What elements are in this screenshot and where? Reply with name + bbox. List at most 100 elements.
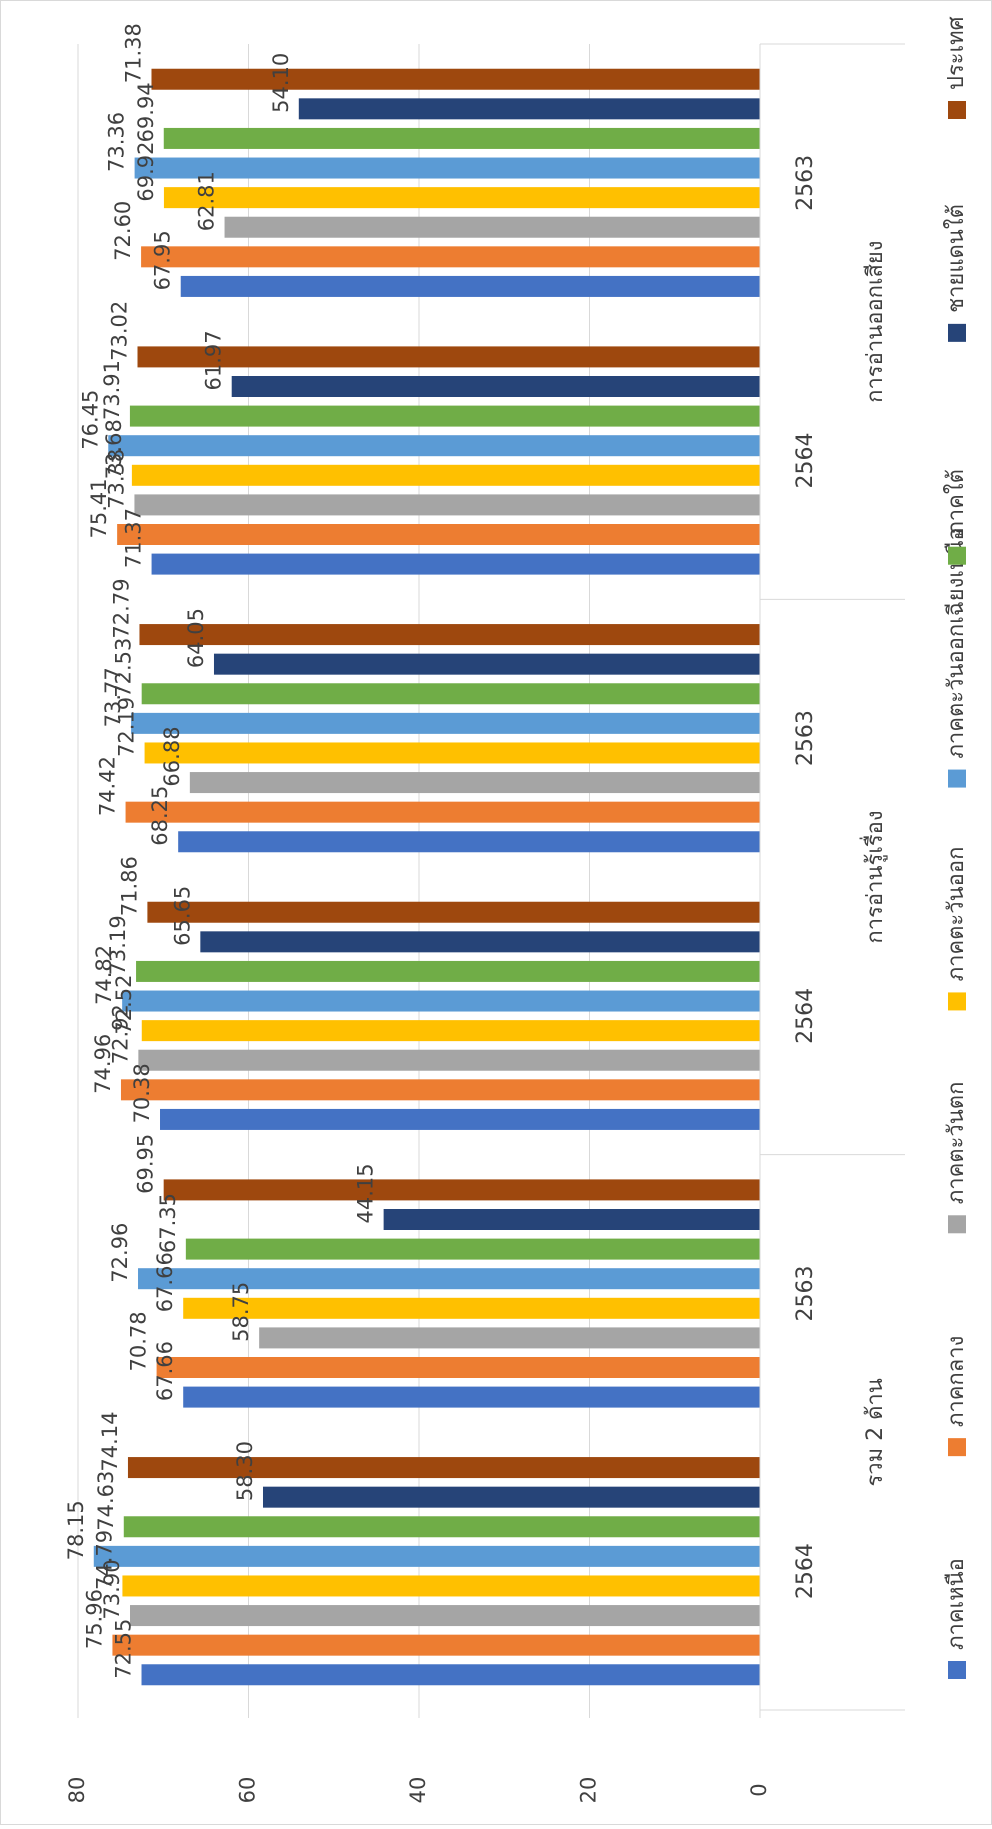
bar bbox=[231, 376, 760, 397]
legend-swatch bbox=[948, 323, 966, 342]
data-label: 74.79 bbox=[92, 1530, 116, 1590]
bar bbox=[180, 275, 760, 297]
category-year-label: 2563 bbox=[793, 710, 818, 766]
data-label: 69.94 bbox=[134, 82, 158, 142]
y-tick-label: 0 bbox=[747, 1783, 771, 1796]
legend-swatch bbox=[948, 992, 966, 1011]
bar bbox=[213, 653, 760, 675]
data-label: 70.78 bbox=[127, 1311, 151, 1371]
legend-label: ชายแดนใต้ bbox=[943, 204, 969, 313]
bar bbox=[131, 464, 761, 486]
bar bbox=[144, 742, 760, 764]
category-year-label: 2564 bbox=[793, 1543, 818, 1599]
bar bbox=[183, 1386, 761, 1408]
data-label: 72.53 bbox=[112, 638, 136, 698]
y-tick-label: 40 bbox=[406, 1777, 430, 1804]
data-label: 72.96 bbox=[108, 1223, 132, 1283]
data-label: 67.66 bbox=[153, 1252, 177, 1312]
bars bbox=[93, 68, 761, 1686]
legend-label: ภาคใต้ bbox=[943, 469, 969, 536]
legend-swatch bbox=[948, 769, 966, 788]
legend-swatch bbox=[948, 101, 966, 119]
data-label: 72.19 bbox=[115, 697, 139, 757]
bar bbox=[163, 1179, 760, 1201]
data-label: 69.95 bbox=[134, 1134, 158, 1194]
data-label: 70.38 bbox=[130, 1063, 154, 1123]
data-label: 44.15 bbox=[354, 1163, 378, 1223]
category-year-label: 2564 bbox=[793, 988, 818, 1044]
category-year-label: 2563 bbox=[793, 1266, 818, 1322]
legend-label: ภาคกลาง bbox=[944, 1336, 969, 1427]
bar bbox=[383, 1209, 760, 1230]
data-label: 73.90 bbox=[100, 1559, 124, 1619]
legend: ภาคเหนือ ภาคกลาง ภาคตะวันตก ภาคตะวันออก ภาคต… bbox=[943, 16, 969, 1679]
category-year-label: 2563 bbox=[793, 155, 818, 211]
bar bbox=[137, 346, 760, 368]
data-label: 73.02 bbox=[108, 301, 132, 361]
bar bbox=[117, 524, 760, 545]
bar bbox=[160, 1108, 760, 1130]
legend-label: ภาคเหนือ bbox=[944, 1558, 969, 1650]
bar bbox=[224, 216, 761, 238]
bar bbox=[200, 931, 761, 953]
bar bbox=[122, 990, 761, 1012]
data-label: 67.66 bbox=[153, 1341, 177, 1401]
data-label: 58.75 bbox=[229, 1282, 253, 1342]
data-label: 72.92 bbox=[108, 1004, 132, 1064]
legend-label: ภาคตะวันตก bbox=[944, 1082, 969, 1205]
bar bbox=[147, 901, 760, 923]
bar bbox=[120, 1079, 760, 1101]
bar bbox=[139, 624, 760, 646]
bar bbox=[259, 1327, 760, 1349]
data-label: 72.79 bbox=[109, 578, 133, 638]
bar bbox=[156, 1357, 761, 1378]
data-label: 68.25 bbox=[148, 786, 172, 846]
data-label: 61.97 bbox=[202, 330, 226, 390]
bar bbox=[134, 494, 761, 516]
data-label: 74.63 bbox=[94, 1471, 118, 1531]
bar bbox=[123, 1516, 761, 1538]
bar bbox=[141, 1020, 761, 1042]
bar bbox=[151, 553, 761, 575]
category-group-label: การอ่านออกเสียง bbox=[863, 240, 888, 402]
bar bbox=[138, 1049, 760, 1071]
data-label: 54.10 bbox=[269, 53, 293, 113]
bar bbox=[93, 1545, 761, 1567]
bar bbox=[136, 960, 761, 982]
category-axis: 2563 2564 2563 2564 2563 2564 การอ่านออกเสียงก… bbox=[759, 43, 905, 1718]
bar bbox=[141, 683, 760, 705]
data-label: 67.95 bbox=[151, 230, 175, 290]
bar bbox=[127, 1457, 761, 1479]
data-label: 72.55 bbox=[112, 1619, 136, 1679]
data-label: 65.65 bbox=[170, 886, 194, 946]
data-label: 74.42 bbox=[96, 756, 120, 816]
legend-swatch bbox=[948, 546, 966, 565]
category-group-label: การอ่านรู้เรื่อง bbox=[859, 810, 888, 943]
bar bbox=[134, 157, 760, 179]
data-label: 71.38 bbox=[121, 23, 145, 83]
data-label: 71.86 bbox=[117, 856, 141, 916]
data-label: 67.35 bbox=[156, 1193, 180, 1253]
bar bbox=[262, 1486, 760, 1508]
bar bbox=[189, 772, 760, 794]
category-year-label: 2564 bbox=[793, 433, 818, 489]
category-group-label: รวม 2 ด้าน bbox=[863, 1378, 888, 1486]
y-tick-label: 60 bbox=[236, 1777, 260, 1804]
bar bbox=[141, 246, 760, 268]
bar bbox=[130, 1605, 760, 1627]
y-tick-label: 20 bbox=[577, 1777, 601, 1804]
bar bbox=[129, 405, 761, 427]
data-label: 73.36 bbox=[105, 112, 129, 172]
bar bbox=[141, 1664, 761, 1686]
bar bbox=[108, 435, 761, 457]
data-label: 73.19 bbox=[106, 915, 130, 975]
bar bbox=[298, 98, 760, 120]
data-label: 74.14 bbox=[98, 1411, 122, 1471]
bar bbox=[138, 1268, 761, 1290]
bar bbox=[122, 1575, 760, 1597]
bar bbox=[163, 187, 760, 209]
bar bbox=[163, 127, 761, 149]
